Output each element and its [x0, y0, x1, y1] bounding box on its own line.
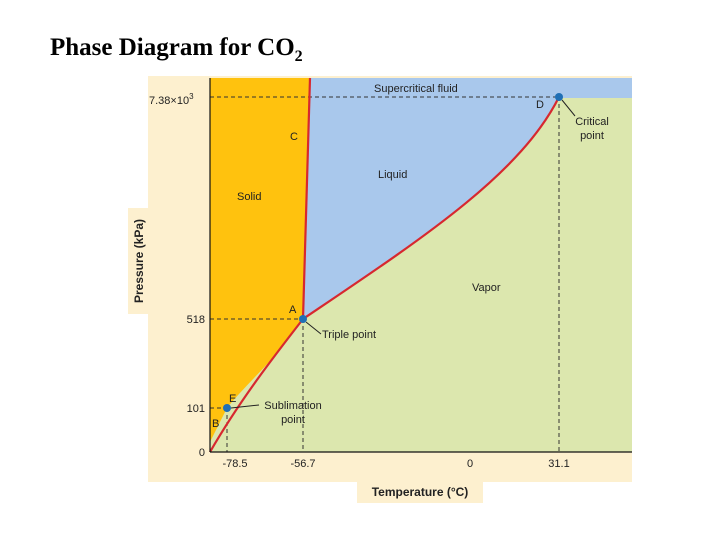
- melting-curve: [301, 77, 312, 320]
- y-tick-top-exponent: 3: [189, 92, 194, 101]
- title-subscript: 2: [294, 48, 303, 65]
- vapor-label: Vapor: [472, 282, 501, 294]
- solid-label: Solid: [237, 191, 261, 203]
- sublimation-annotation-line2: point: [281, 414, 305, 426]
- x-tick-31-1: 31.1: [548, 458, 569, 470]
- sublimation-point-arrow: [230, 404, 260, 409]
- x-tick-minus-56-7: -56.7: [290, 458, 315, 470]
- y-tick-0: 0: [199, 447, 205, 459]
- point-e-label: E: [229, 393, 236, 405]
- point-c-label: C: [290, 131, 298, 143]
- liquid-label: Liquid: [378, 169, 407, 181]
- y-axis-label-box: [128, 208, 150, 314]
- sublimation-curve: [209, 318, 304, 453]
- y-tick-top-times: ×: [170, 95, 176, 107]
- y-tick-top-base: 10: [177, 95, 189, 107]
- y-tick-top-mantissa: 7.38: [149, 95, 170, 107]
- liquid-region: [303, 78, 569, 319]
- sublimation-point-marker: [223, 404, 231, 412]
- y-tick-101: 101: [187, 403, 205, 415]
- title-text: Phase Diagram for CO: [50, 34, 295, 61]
- critical-point-arrow: [561, 99, 576, 117]
- y-axis-title: Pressure (kPa): [132, 219, 146, 303]
- triple-point-arrow: [305, 321, 322, 335]
- vaporization-curve: [302, 96, 560, 320]
- page-title: Phase Diagram for CO2: [50, 34, 303, 66]
- y-tick-518: 518: [187, 314, 205, 326]
- x-tick-0: 0: [467, 458, 473, 470]
- critical-annotation-line1: Critical: [575, 116, 609, 128]
- triple-point-marker: [299, 315, 307, 323]
- critical-annotation-line2: point: [580, 130, 604, 142]
- point-a-label: A: [289, 304, 297, 316]
- x-axis-label-box: [357, 479, 483, 503]
- triple-point-annotation: Triple point: [322, 329, 376, 341]
- solid-region: [210, 78, 310, 442]
- x-axis-title: Temperature (°C): [372, 485, 469, 499]
- point-d-label: D: [536, 99, 544, 111]
- critical-point-marker: [555, 93, 563, 101]
- supercritical-label: Supercritical fluid: [374, 83, 458, 95]
- sublimation-annotation-line1: Sublimation: [264, 400, 321, 412]
- y-tick-top: 7.38×103: [149, 92, 194, 107]
- point-b-label: B: [212, 418, 219, 430]
- x-tick-minus-78-5: -78.5: [222, 458, 247, 470]
